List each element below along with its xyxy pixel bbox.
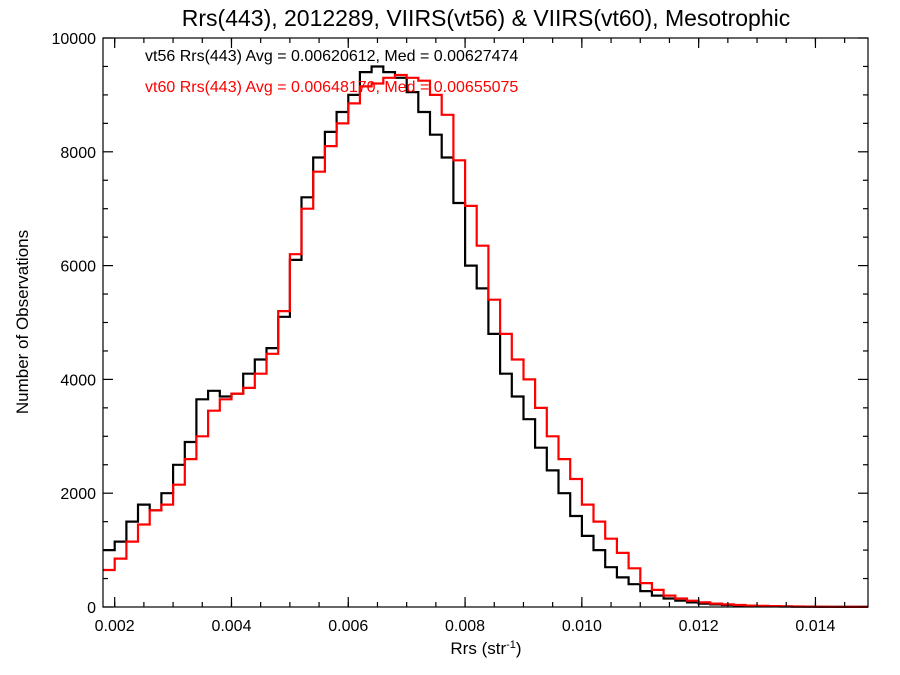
axis-ticks: 0.002 0.004 0.006 0.008 0.010 0.012 0.014 0 2000…: [52, 31, 868, 635]
y-tick-label: 0: [87, 600, 96, 617]
y-axis-label: Number of Observations: [13, 230, 32, 414]
y-tick-label: 6000: [60, 259, 96, 276]
x-tick-label: 0.014: [795, 618, 835, 635]
series-line-2: [103, 73, 868, 608]
x-tick-label: 0.002: [95, 618, 135, 635]
chart-title: Rrs(443), 2012289, VIIRS(vt56) & VIIRS(v…: [182, 5, 790, 31]
y-tick-label: 2000: [60, 486, 96, 503]
plot-frame: [102, 37, 869, 608]
x-tick-label: 0.004: [211, 618, 251, 635]
x-axis-label: Rrs (str-1): [450, 639, 521, 658]
annotation-vt56: vt56 Rrs(443) Avg = 0.00620612, Med = 0.…: [145, 48, 518, 65]
x-tick-label: 0.012: [679, 618, 719, 635]
x-tick-label: 0.010: [562, 618, 602, 635]
x-tick-label: 0.006: [328, 618, 368, 635]
y-tick-label: 10000: [52, 31, 97, 48]
x-tick-label: 0.008: [445, 618, 485, 635]
series-line-1: [103, 65, 868, 608]
annotation-vt60: vt60 Rrs(443) Avg = 0.00648170, Med = 0.…: [145, 79, 518, 96]
plot-area: [103, 65, 868, 608]
y-tick-label: 8000: [60, 145, 96, 162]
y-tick-label: 4000: [60, 372, 96, 389]
